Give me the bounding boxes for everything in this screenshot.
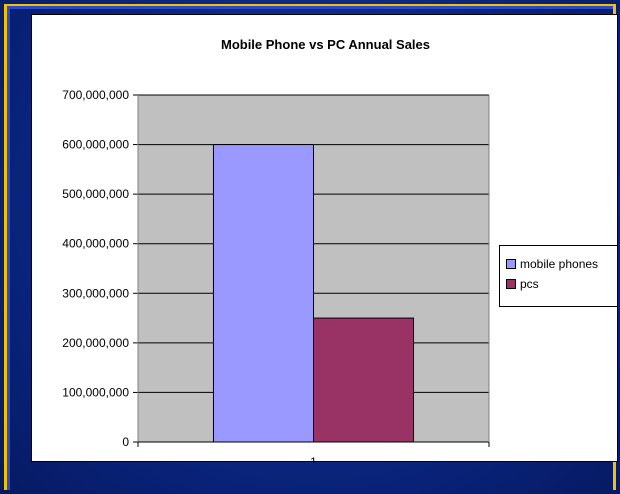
y-tick-label: 0 — [122, 435, 129, 449]
legend: mobile phones pcs — [499, 245, 618, 307]
y-tick-label: 100,000,000 — [62, 385, 129, 399]
bar-chart: 0 100,000,000 200,000,000 300,000,000 400,00… — [62, 88, 490, 463]
bar-mobile-phones — [212, 144, 314, 443]
y-tick-label: 200,000,000 — [62, 336, 129, 350]
axes: 0 100,000,000 200,000,000 300,000,000 400,00… — [62, 88, 490, 463]
legend-item-pcs: pcs — [506, 274, 617, 294]
bar-pcs — [313, 317, 415, 443]
y-tick-label: 500,000,000 — [62, 187, 129, 201]
legend-label-mobile-phones: mobile phones — [520, 257, 599, 271]
legend-swatch-pcs — [506, 279, 516, 289]
x-tick-label: 1 — [310, 455, 317, 463]
legend-label-pcs: pcs — [520, 277, 539, 291]
legend-item-mobile-phones: mobile phones — [506, 254, 617, 274]
y-tick-label: 300,000,000 — [62, 286, 129, 300]
chart-title: Mobile Phone vs PC Annual Sales — [220, 37, 430, 52]
chart-area: Mobile Phone vs PC Annual Sales 0 100,000… — [31, 14, 618, 463]
legend-swatch-mobile-phones — [506, 259, 516, 269]
y-tick-label: 400,000,000 — [62, 237, 129, 251]
y-tick-label: 600,000,000 — [62, 138, 129, 152]
y-tick-label: 700,000,000 — [62, 88, 129, 102]
